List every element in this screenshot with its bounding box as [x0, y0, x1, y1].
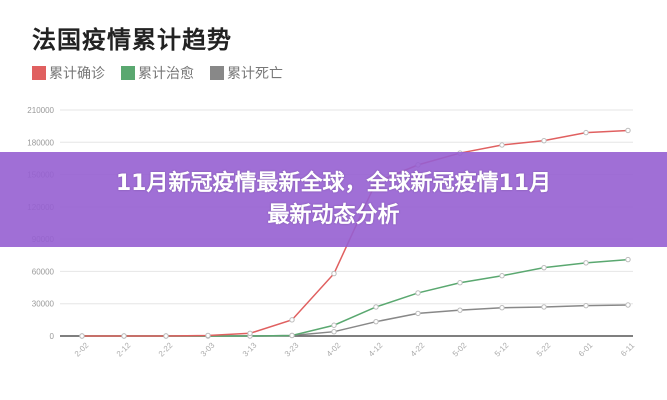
x-tick-label: 3-23	[283, 340, 301, 358]
data-point	[499, 304, 505, 311]
headline-banner: 11月新冠疫情最新全球，全球新冠疫情11月 最新动态分析	[0, 152, 667, 247]
data-point	[499, 273, 505, 279]
data-point	[625, 302, 631, 308]
x-tick-label: 6-11	[619, 341, 637, 359]
legend-label: 累计死亡	[227, 66, 283, 82]
legend-item-recovered: 累计治愈	[121, 63, 194, 83]
x-tick-label: 2-02	[73, 340, 91, 358]
data-point	[583, 260, 589, 266]
data-point	[457, 280, 463, 286]
data-point	[331, 328, 337, 335]
x-tick-label: 3-03	[199, 340, 217, 358]
data-point	[457, 307, 463, 313]
data-point	[247, 330, 253, 337]
data-point	[121, 333, 127, 339]
legend: 累计确诊 累计治愈 累计死亡	[32, 63, 283, 83]
x-tick-label: 4-22	[409, 340, 427, 358]
data-point	[625, 127, 631, 134]
series-line	[82, 304, 629, 337]
x-tick-label: 2-22	[157, 340, 175, 358]
y-tick-label: 210000	[27, 106, 54, 115]
legend-item-confirmed: 累计确诊	[32, 63, 105, 83]
x-tick-label: 4-02	[325, 340, 343, 358]
data-point	[541, 137, 547, 144]
data-point	[583, 302, 589, 309]
data-point	[373, 304, 379, 310]
data-point	[541, 304, 547, 310]
legend-item-deaths: 累计死亡	[210, 63, 283, 83]
y-tick-label: 60000	[32, 267, 55, 276]
headline-line-2: 最新动态分析	[267, 202, 400, 228]
data-point	[289, 317, 295, 323]
legend-label: 累计治愈	[138, 66, 194, 82]
headline-line-1: 11月新冠疫情最新全球，全球新冠疫情11月	[115, 170, 552, 196]
legend-swatch	[210, 66, 224, 80]
data-point	[331, 322, 337, 328]
legend-swatch	[121, 66, 135, 80]
y-tick-label: 0	[50, 332, 55, 341]
legend-label: 累计确诊	[49, 66, 105, 82]
data-point	[541, 264, 547, 271]
data-point	[289, 332, 295, 339]
data-point	[583, 129, 589, 136]
data-point	[415, 310, 421, 317]
data-point	[163, 333, 169, 339]
data-point	[205, 332, 211, 339]
legend-swatch	[32, 66, 46, 80]
data-point	[331, 270, 337, 277]
data-point	[373, 318, 379, 325]
y-tick-label: 180000	[27, 138, 54, 147]
x-tick-label: 4-12	[367, 340, 385, 358]
x-tick-label: 3-13	[241, 340, 259, 358]
x-tick-label: 2-12	[115, 340, 133, 358]
data-point	[499, 142, 505, 148]
x-tick-label: 5-12	[493, 340, 511, 358]
y-tick-label: 30000	[32, 300, 55, 309]
data-point	[625, 256, 631, 263]
x-tick-label: 5-22	[535, 340, 553, 358]
data-point	[79, 333, 85, 339]
data-point	[415, 290, 421, 296]
x-tick-label: 6-01	[577, 340, 595, 358]
chart-title: 法国疫情累计趋势	[32, 26, 232, 54]
x-tick-label: 5-02	[451, 340, 469, 358]
